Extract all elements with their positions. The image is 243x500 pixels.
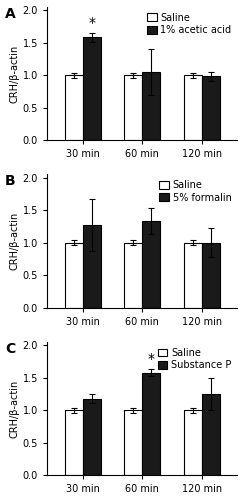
Bar [202,394,220,475]
Text: *: * [88,16,95,30]
Text: A: A [5,7,16,21]
Bar [83,38,101,140]
Legend: Saline, Substance P: Saline, Substance P [157,347,233,371]
Bar [65,242,83,308]
Bar [202,76,220,140]
Y-axis label: CRH/β-actin: CRH/β-actin [10,212,20,270]
Bar [65,410,83,476]
Text: B: B [5,174,16,188]
Bar [83,225,101,308]
Bar [142,372,160,476]
Bar [65,75,83,140]
Bar [142,72,160,140]
Text: *: * [148,352,155,366]
Bar [202,242,220,308]
Bar [124,75,142,140]
Text: C: C [5,342,15,356]
Y-axis label: CRH/β-actin: CRH/β-actin [10,380,20,438]
Bar [124,242,142,308]
Bar [124,410,142,476]
Y-axis label: CRH/β-actin: CRH/β-actin [10,44,20,102]
Bar [184,410,202,476]
Bar [184,75,202,140]
Bar [184,242,202,308]
Legend: Saline, 1% acetic acid: Saline, 1% acetic acid [146,12,233,36]
Legend: Saline, 5% formalin: Saline, 5% formalin [158,179,233,204]
Bar [83,398,101,475]
Bar [142,222,160,308]
